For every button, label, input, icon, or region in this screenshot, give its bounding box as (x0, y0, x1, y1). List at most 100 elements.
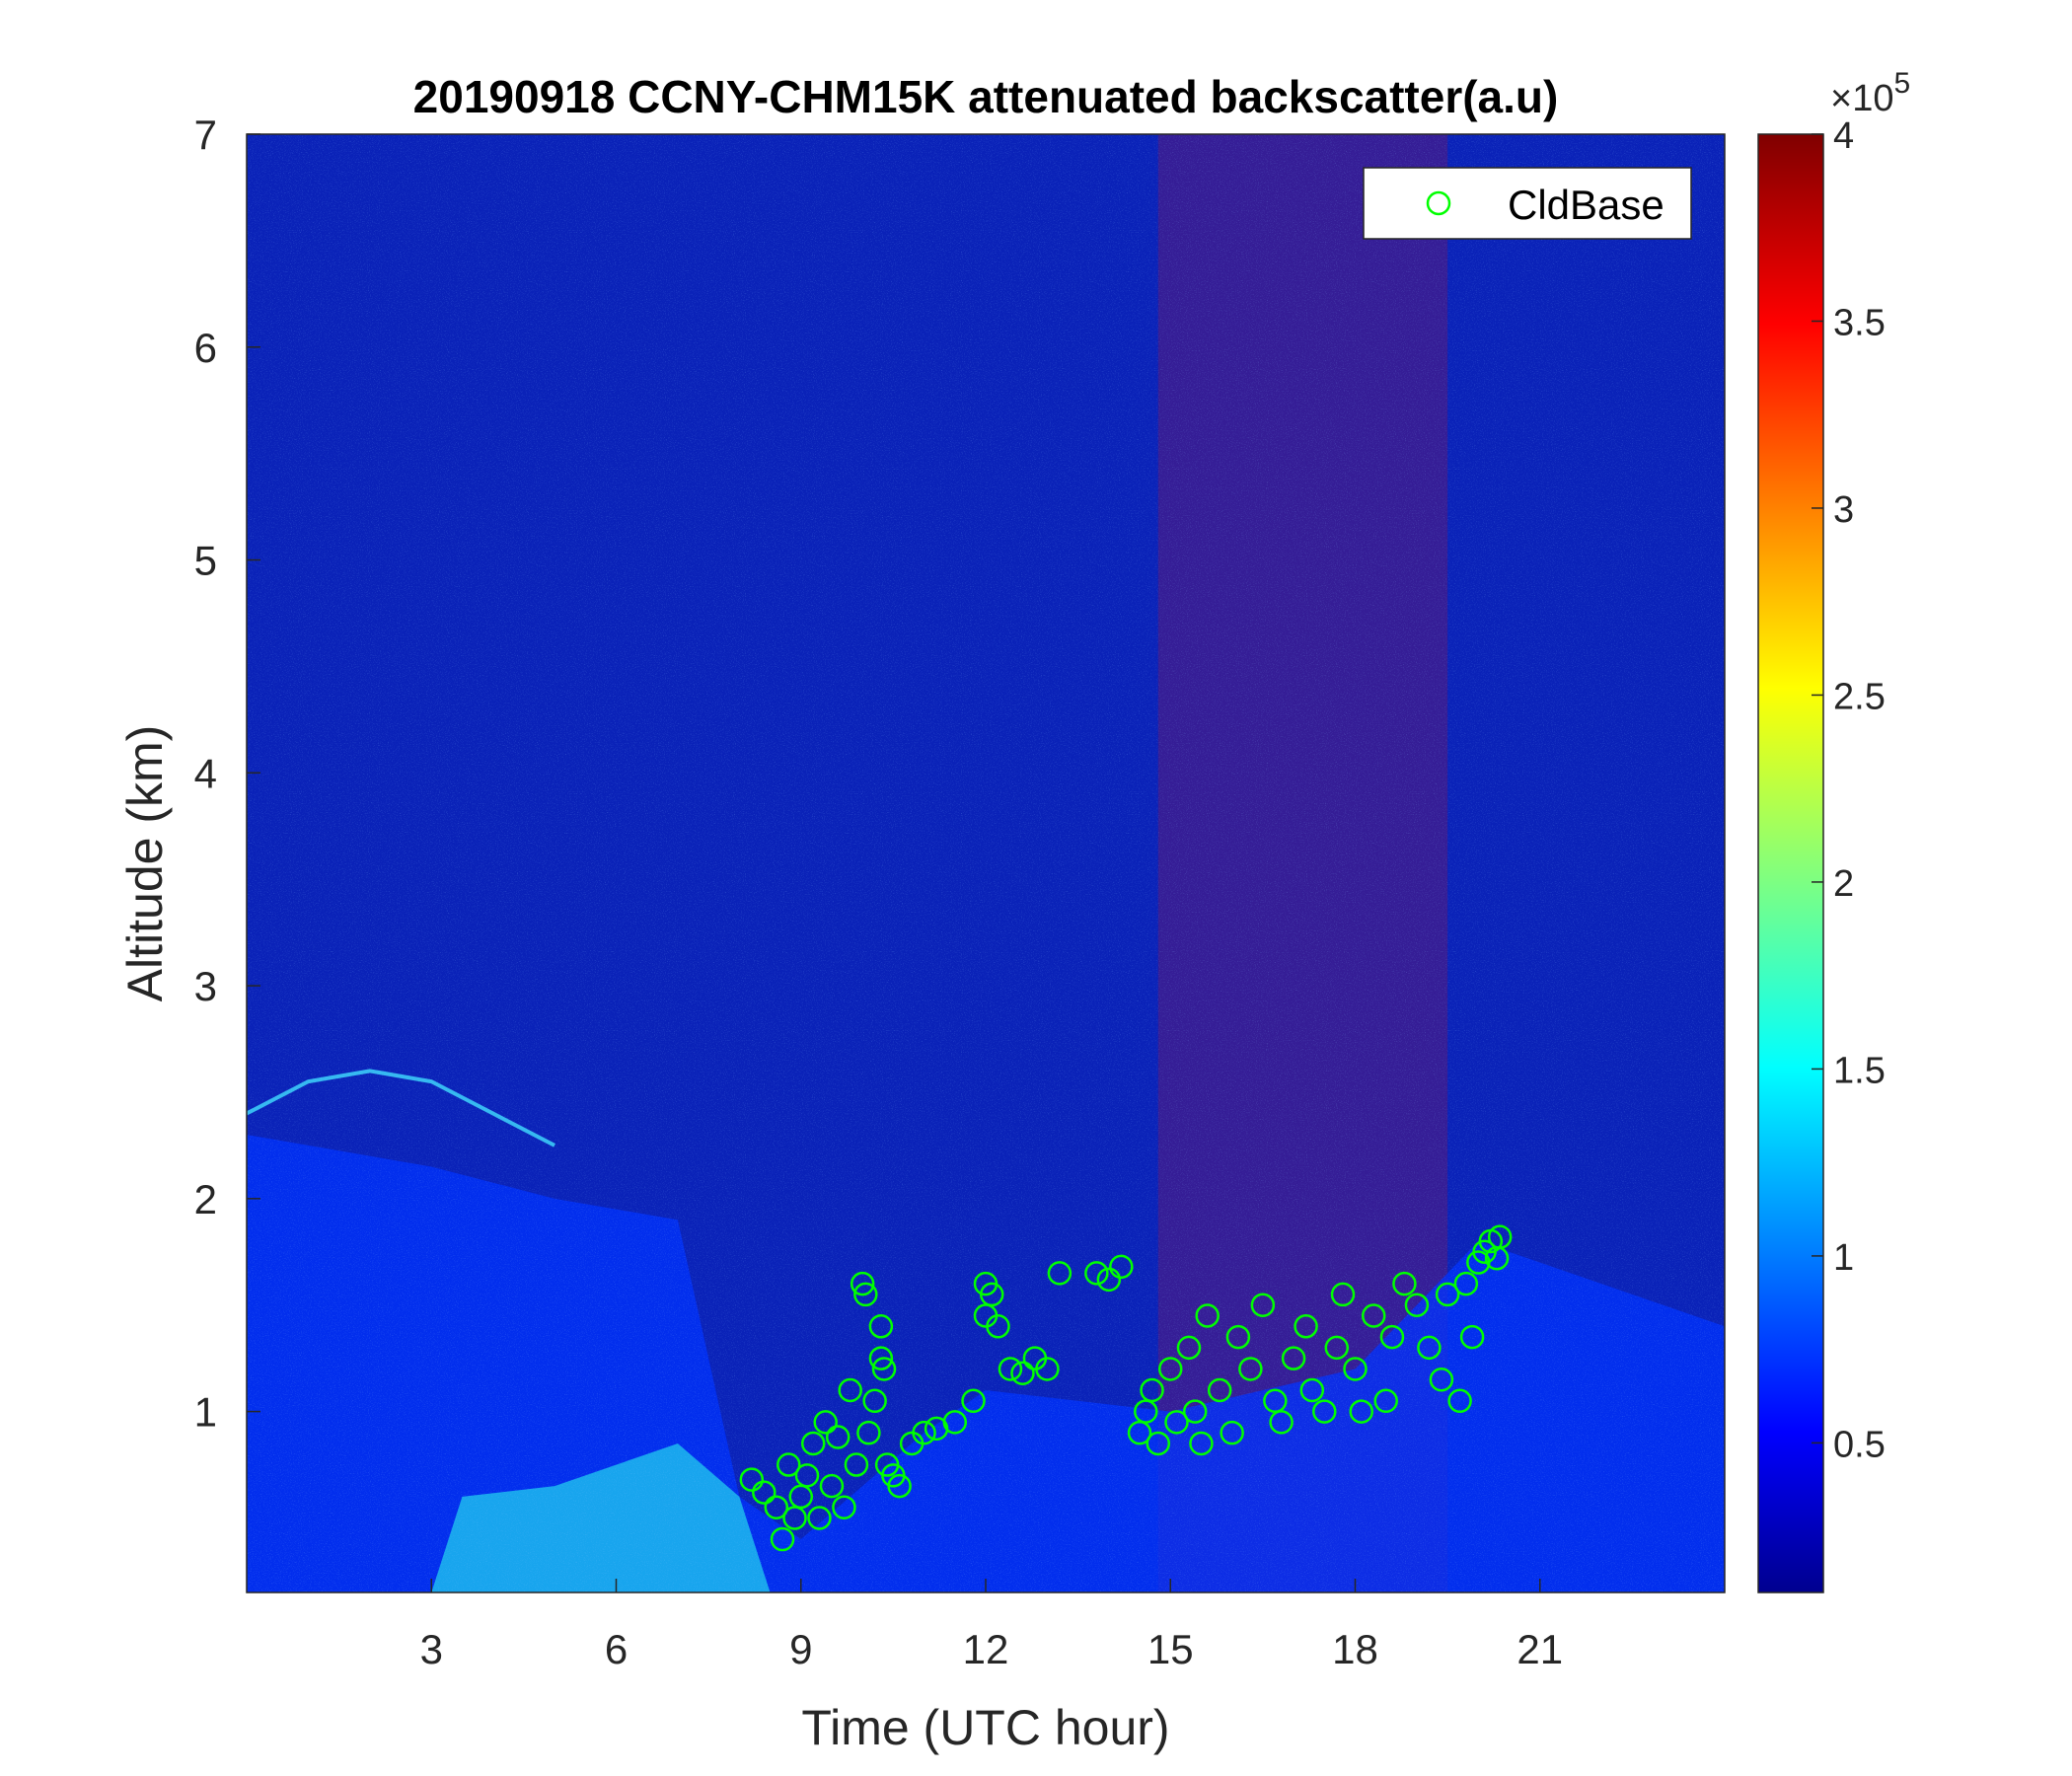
colorbar-tick-label: 3.5 (1833, 302, 1886, 343)
cldbase-point (1324, 1335, 1350, 1361)
cldbase-point (1195, 1303, 1220, 1328)
cldbase-point (1158, 1357, 1183, 1381)
cldbase-point (1281, 1346, 1306, 1370)
cldbase-point (856, 1420, 881, 1445)
cldbase-point (1263, 1388, 1288, 1414)
y-tick-label: 3 (194, 963, 217, 1009)
cldbase-point (1164, 1410, 1189, 1435)
cldbase-point (1250, 1293, 1276, 1317)
cldbase-point (807, 1506, 832, 1530)
heatmap-noise-texture (247, 134, 1725, 1592)
legend: CldBase (1363, 167, 1692, 240)
cldbase-point (752, 1480, 777, 1505)
cldbase-point (887, 1473, 912, 1499)
cldbase-point (770, 1526, 795, 1552)
cldbase-point (1447, 1388, 1472, 1414)
y-tick-label: 5 (194, 538, 217, 584)
cldbase-point (850, 1271, 875, 1296)
y-axis: 1 2 3 4 5 6 7 (194, 111, 260, 1436)
cldbase-point (819, 1473, 845, 1499)
y-tick-label: 4 (194, 750, 217, 796)
cldbase-point (1189, 1431, 1214, 1456)
x-tick-label: 12 (963, 1626, 1009, 1672)
cldbase-point (1429, 1367, 1454, 1392)
cldbase-point (1127, 1420, 1152, 1445)
x-tick-label: 18 (1332, 1626, 1378, 1672)
cldbase-point (813, 1410, 838, 1435)
y-tick-label: 6 (194, 325, 217, 371)
cldbase-point (777, 1452, 801, 1477)
cldbase-point (1487, 1224, 1513, 1249)
cldbase-point (1084, 1261, 1109, 1286)
cldbase-point (1134, 1399, 1158, 1424)
cldbase-point (1435, 1282, 1460, 1307)
chart-title: 20190918 CCNY-CHM15K attenuated backscat… (413, 71, 1559, 122)
x-tick-label: 9 (789, 1626, 812, 1672)
cldbase-point (832, 1495, 856, 1519)
colorbar-tick-label: 0.5 (1833, 1424, 1886, 1465)
cldbase-point (825, 1425, 851, 1449)
legend-marker-cldbase (1426, 190, 1451, 216)
cldbase-point (1379, 1324, 1405, 1350)
cldbase-point (794, 1463, 820, 1488)
x-tick-label: 21 (1517, 1626, 1563, 1672)
cldbase-point (788, 1484, 813, 1510)
cldbase-point (868, 1346, 894, 1370)
cldbase-point (800, 1431, 826, 1456)
legend-box (1363, 167, 1692, 240)
cldbase-point (1330, 1282, 1356, 1307)
y-tick-label: 2 (194, 1176, 217, 1222)
cldbase-point (986, 1314, 1010, 1339)
cldbase-point (1010, 1361, 1035, 1386)
cldbase-point (1269, 1410, 1294, 1435)
cldbase-point (1047, 1261, 1073, 1286)
cldbase-point (1176, 1335, 1202, 1361)
y-axis-label: Altitude (km) (117, 725, 173, 1002)
cldbase-point (868, 1314, 894, 1339)
cldbase-point (862, 1388, 887, 1414)
colorbar-gradient (1757, 133, 1824, 1593)
cldbase-point (1140, 1377, 1164, 1403)
cldbase-point (1453, 1271, 1479, 1296)
cldbase-point (912, 1420, 936, 1445)
cldbase-point (1404, 1293, 1430, 1317)
plot-area (247, 134, 1725, 1592)
y-tick-label: 1 (194, 1389, 217, 1436)
cldbase-point (782, 1506, 807, 1530)
colorbar-exponent: ×105 (1830, 67, 1910, 119)
cldbase-point (1459, 1324, 1485, 1350)
colorbar-tick-label: 2.5 (1833, 676, 1886, 717)
cldbase-point (1035, 1357, 1060, 1381)
x-axis: 3 6 9 12 15 18 21 (420, 1579, 1563, 1672)
cldbase-point (1349, 1399, 1373, 1424)
cldbase-point (1361, 1303, 1386, 1328)
cldbase-point (1312, 1399, 1337, 1424)
cldbase-point (1109, 1254, 1134, 1280)
colorbar-tick-label: 4 (1833, 115, 1854, 157)
cldbase-point (1225, 1324, 1251, 1350)
cldbase-point (764, 1495, 789, 1519)
cldbase-point (1299, 1377, 1325, 1403)
cldbase-point (853, 1282, 878, 1307)
cldbase-point (961, 1388, 986, 1414)
cldbase-point (1182, 1399, 1208, 1424)
legend-label-cldbase: CldBase (1508, 182, 1665, 228)
cldbase-point (998, 1357, 1023, 1381)
colorbar-exponent-power: 5 (1893, 67, 1910, 100)
cldbase-point (1373, 1388, 1398, 1414)
cldbase-point (1207, 1377, 1232, 1403)
cldbase-point (1343, 1357, 1368, 1381)
colorbar-exponent-base: ×10 (1830, 78, 1893, 119)
colorbar-tick-label: 1.5 (1833, 1050, 1886, 1091)
colorbar-tick-label: 1 (1833, 1237, 1854, 1279)
x-tick-label: 6 (605, 1626, 628, 1672)
cldbase-point (844, 1452, 869, 1477)
cldbase-point (739, 1467, 765, 1492)
colorbar: 0.5 1 1.5 2 2.5 3 3.5 4 ×105 (1757, 67, 1910, 1593)
cldbase-point (1096, 1267, 1122, 1293)
colorbar-tick-label: 2 (1833, 863, 1854, 905)
cldbase-point (1294, 1314, 1318, 1339)
cldbase-point (1417, 1335, 1442, 1361)
cldbase-point (1146, 1431, 1171, 1456)
cldbase-point (1392, 1271, 1417, 1296)
